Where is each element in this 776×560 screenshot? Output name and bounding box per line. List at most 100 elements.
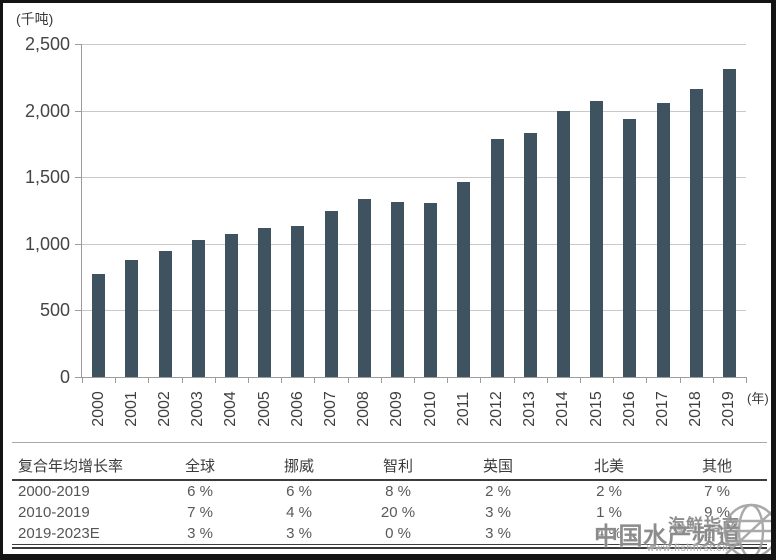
- x-tick-mark: [115, 378, 117, 383]
- table-cell: 7 %: [187, 504, 213, 521]
- x-tick-label: 2001: [122, 391, 140, 427]
- x-tick-mark: [712, 378, 714, 383]
- x-tick-label: 2015: [587, 391, 605, 427]
- y-tick-mark: [75, 377, 82, 378]
- y-axis-unit-label: (千吨): [16, 11, 54, 27]
- bar-2009: [390, 201, 404, 377]
- x-tick-mark: [148, 378, 150, 383]
- x-tick-mark: [281, 378, 283, 383]
- x-tick-mark: [414, 378, 415, 383]
- y-tick-mark: [75, 177, 82, 179]
- table-column-header: 智利: [382, 458, 414, 475]
- table-cell: 0 %: [385, 525, 411, 542]
- x-tick-label: 2002: [156, 391, 173, 427]
- table-cell: 20 %: [380, 504, 416, 521]
- bar-2003: [191, 240, 205, 377]
- table-cell: 2 %: [485, 483, 511, 500]
- x-tick-mark: [380, 378, 382, 383]
- x-tick-label: 2005: [255, 391, 273, 427]
- x-tick-label: 2019: [720, 391, 738, 427]
- y-tick-label: 500: [39, 300, 70, 321]
- table-cell: 2 %: [704, 525, 730, 542]
- bar-2007: [324, 211, 338, 377]
- table-cell: 1 %: [596, 504, 622, 521]
- y-tick-label: 0: [59, 367, 70, 387]
- table-cell: 3 %: [485, 504, 511, 521]
- x-tick-label: 2016: [620, 391, 638, 427]
- x-tick-label: 2000: [89, 391, 107, 427]
- x-tick-mark: [480, 378, 482, 383]
- table-cell: 3 %: [485, 525, 511, 542]
- gridline: [82, 44, 746, 45]
- table-bottom-rule-thick: [12, 547, 767, 549]
- y-tick-label: 2,500: [24, 34, 70, 54]
- x-tick-mark: [248, 378, 249, 383]
- x-tick-label: 2004: [222, 391, 240, 427]
- x-tick-label: 2010: [421, 391, 439, 427]
- bar-2012: [490, 138, 504, 377]
- table-header-rule: [12, 479, 767, 481]
- table-cell: 4 %: [286, 504, 312, 521]
- bar-2017: [656, 102, 670, 377]
- x-axis-line: [81, 377, 747, 378]
- table-cell: 6 %: [286, 483, 312, 500]
- x-tick-mark: [646, 378, 648, 383]
- bar-2004: [224, 233, 238, 377]
- x-tick-mark: [546, 378, 548, 383]
- table-header-label: 复合年均增长率: [18, 458, 124, 475]
- bar-2018: [689, 89, 703, 377]
- table-cell: 2 %: [596, 483, 622, 500]
- bar-2016: [623, 118, 637, 377]
- x-tick-mark: [82, 378, 83, 383]
- x-tick-label: 2003: [189, 391, 207, 427]
- watermark-brand-small: 海鲜指南: [668, 516, 740, 535]
- frame-right: [771, 0, 776, 560]
- x-tick-label: 2007: [322, 391, 339, 427]
- y-tick-mark: [75, 44, 82, 45]
- bar-2019: [722, 69, 736, 377]
- x-tick-label: 2009: [388, 391, 406, 427]
- x-tick-mark: [513, 378, 515, 383]
- x-tick-label: 2011: [454, 391, 472, 427]
- bar-2015: [590, 100, 604, 377]
- bar-2010: [424, 203, 438, 377]
- table-cell: 3 %: [286, 525, 312, 542]
- y-axis-line: [81, 44, 82, 378]
- table-row-label: 2010-2019: [18, 504, 90, 521]
- x-tick-label: 2008: [355, 391, 373, 427]
- y-tick-label: 2,000: [24, 100, 70, 121]
- y-tick-label: 1,500: [24, 167, 70, 188]
- x-tick-mark: [214, 378, 216, 383]
- table-top-rule: [12, 442, 767, 443]
- y-tick-mark: [75, 243, 82, 245]
- x-tick-mark: [613, 378, 615, 383]
- watermark-url: www.fishfirst.cn: [647, 543, 729, 554]
- x-tick-mark: [447, 378, 449, 383]
- x-tick-label: 2013: [521, 391, 539, 427]
- gridline: [82, 110, 746, 112]
- table-column-header: 挪威: [283, 458, 315, 475]
- x-tick-mark: [580, 378, 581, 383]
- table-cell: 4 %: [596, 525, 622, 542]
- x-tick-label: 2006: [288, 391, 306, 427]
- table-cell: 9 %: [704, 504, 730, 521]
- y-tick-label: 1,000: [24, 233, 70, 254]
- gridline: [82, 243, 746, 245]
- x-tick-label: 2014: [554, 391, 572, 427]
- x-tick-mark: [314, 378, 316, 383]
- table-column-header: 其他: [701, 458, 733, 475]
- x-tick-mark: [347, 378, 349, 383]
- table-cell: 8 %: [385, 483, 411, 500]
- frame-left: [0, 0, 3, 560]
- table-cell: 6 %: [187, 483, 213, 500]
- gridline: [82, 177, 746, 179]
- table-column-header: 英国: [482, 458, 514, 475]
- bar-2008: [357, 199, 371, 377]
- bar-2005: [258, 228, 272, 377]
- bar-2014: [556, 110, 570, 377]
- bar-2002: [158, 251, 172, 377]
- x-tick-mark: [746, 378, 747, 383]
- x-tick-label: 2012: [488, 391, 505, 427]
- bar-2011: [457, 181, 471, 377]
